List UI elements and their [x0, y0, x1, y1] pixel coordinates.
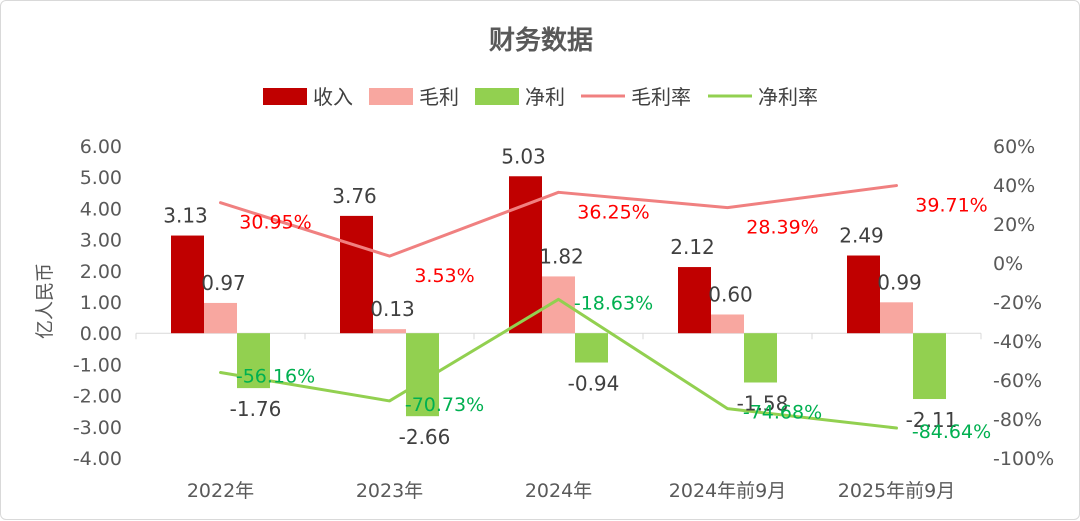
lines: [219, 184, 898, 430]
y-tick-label: 3.00: [80, 230, 122, 252]
x-tick-label: 2023年: [356, 480, 423, 502]
y-tick-label: -2.00: [73, 386, 122, 408]
data-labels: 3.13 3.76 5.03 2.12 2.49 0.97 0.13 1.82 0.60 0.99…: [163, 144, 991, 449]
line-value-label: -74.68%: [743, 402, 822, 424]
line-value-label: -70.73%: [405, 394, 484, 416]
bar-毛利: [373, 329, 406, 334]
bar-value-label: 0.97: [201, 271, 246, 295]
line-value-label: -56.16%: [236, 366, 315, 388]
bar-收入: [847, 255, 880, 334]
bar-value-label: -2.11: [906, 408, 958, 432]
line-value-label: -84.64%: [912, 421, 991, 443]
legend-label: 净利: [525, 85, 565, 109]
bar-毛利: [711, 314, 744, 334]
bar-净利: [744, 333, 777, 383]
x-tick-label: 2025年前9月: [838, 480, 955, 502]
bar-收入: [171, 235, 204, 334]
bar-净利: [913, 333, 946, 400]
x-tick-label: 2024年前9月: [669, 480, 786, 502]
y2-tick-label: 60%: [993, 136, 1035, 158]
legend-swatch-毛利: [369, 88, 413, 105]
legend-label: 收入: [313, 85, 353, 109]
axes: 6.00 5.00 4.00 3.00 2.00 1.00 0.00 -1.00 -2.00 -3…: [73, 136, 1054, 502]
y2-tick-label: -100%: [993, 448, 1054, 470]
y2-tick-label: 20%: [993, 214, 1035, 236]
line-value-label: 39.71%: [915, 195, 987, 217]
y-tick-label: 4.00: [80, 198, 122, 220]
y2-tick-label: -40%: [993, 331, 1042, 353]
y2-tick-label: 40%: [993, 175, 1035, 197]
y2-tick-label: 0%: [993, 253, 1023, 275]
y2-tick-label: -80%: [993, 409, 1042, 431]
y2-tick-label: -20%: [993, 292, 1042, 314]
legend-swatch-收入: [263, 88, 307, 105]
legend-label: 毛利率: [631, 85, 691, 109]
legend-label: 净利率: [758, 85, 818, 109]
y-tick-label: 6.00: [80, 136, 122, 158]
bar-value-label: 2.12: [670, 235, 715, 259]
bar-value-label: 0.99: [877, 270, 922, 294]
x-tick-label: 2024年: [525, 480, 592, 502]
bar-value-label: 2.49: [839, 224, 884, 248]
y-tick-label: -3.00: [73, 417, 122, 439]
y-tick-label: -1.00: [73, 354, 122, 376]
y-tick-label: 5.00: [80, 167, 122, 189]
bar-毛利: [204, 302, 237, 334]
bar-净利: [575, 333, 608, 363]
bar-value-label: 0.60: [708, 282, 753, 306]
bar-value-label: -1.76: [230, 397, 282, 421]
bar-收入: [509, 176, 542, 334]
line-value-label: -18.63%: [574, 292, 653, 314]
bar-value-label: -2.66: [399, 425, 451, 449]
bar-毛利: [880, 302, 913, 334]
legend-swatch-净利: [475, 88, 519, 105]
bar-value-label: 3.76: [332, 184, 377, 208]
line-value-label: 28.39%: [746, 217, 818, 239]
bars: [171, 176, 946, 417]
legend-label: 毛利: [419, 85, 459, 109]
chart-title: 财务数据: [489, 26, 593, 56]
line-value-label: 36.25%: [577, 201, 649, 223]
bar-收入: [678, 267, 711, 334]
bar-value-label: 0.13: [370, 297, 415, 321]
y-tick-label: 1.00: [80, 292, 122, 314]
bar-收入: [340, 215, 373, 334]
line-毛利率: [219, 184, 898, 258]
x-tick-label: 2022年: [187, 480, 254, 502]
bar-value-label: 1.82: [539, 244, 584, 268]
y-axis-label: 亿人民币: [34, 263, 56, 339]
legend: 收入 毛利 净利 毛利率 净利率: [263, 85, 818, 109]
bar-value-label: -0.94: [568, 372, 620, 396]
bar-value-label: 5.03: [501, 144, 546, 168]
line-value-label: 3.53%: [414, 265, 474, 287]
y-tick-label: -4.00: [73, 448, 122, 470]
line-净利率: [219, 297, 898, 430]
y-tick-label: 0.00: [80, 323, 122, 345]
y2-tick-label: -60%: [993, 370, 1042, 392]
bar-value-label: -1.58: [737, 391, 789, 415]
line-value-label: 30.95%: [239, 212, 311, 234]
bar-value-label: 3.13: [163, 204, 208, 228]
y-tick-label: 2.00: [80, 261, 122, 283]
